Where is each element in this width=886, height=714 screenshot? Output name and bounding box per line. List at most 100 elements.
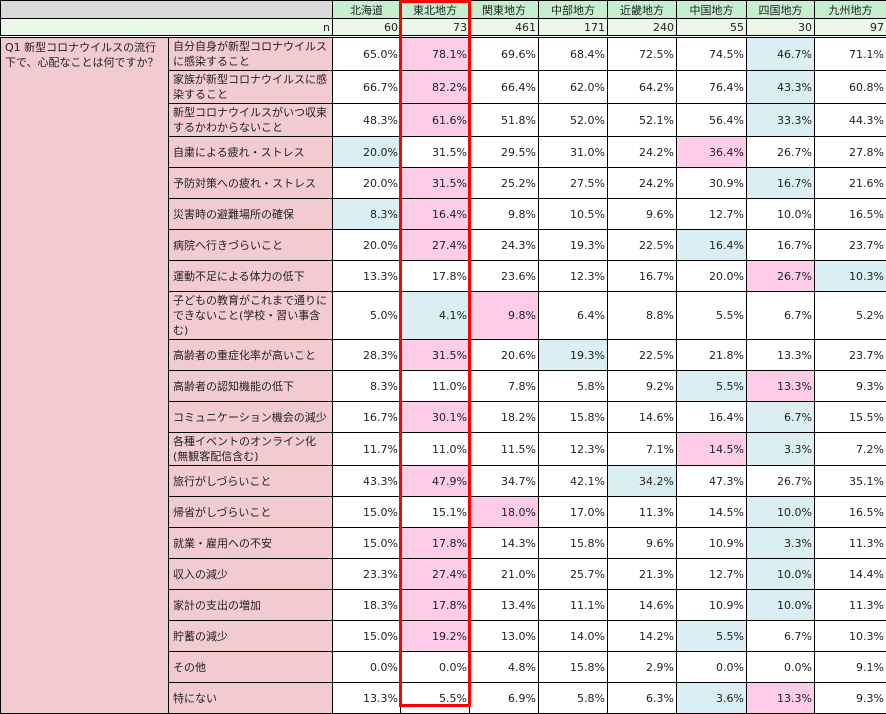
percentage-cell: 6.7% (747, 402, 815, 433)
sample-size: 30 (747, 19, 815, 37)
question-text: Q1 新型コロナウイルスの流行下で、心配なことは何ですか？ (1, 37, 169, 714)
percentage-cell: 12.7% (677, 199, 747, 230)
percentage-cell: 7.8% (470, 371, 539, 402)
percentage-cell: 22.5% (608, 340, 677, 371)
percentage-cell: 3.3% (747, 433, 815, 466)
percentage-cell: 9.2% (608, 371, 677, 402)
percentage-cell: 31.5% (401, 340, 470, 371)
percentage-cell: 27.5% (539, 168, 608, 199)
percentage-cell: 21.6% (815, 168, 886, 199)
percentage-cell: 13.4% (470, 590, 539, 621)
percentage-cell: 17.0% (539, 497, 608, 528)
answer-option-label: 病院へ行きづらいこと (169, 230, 333, 261)
answer-option-label: 高齢者の重症化率が高いこと (169, 340, 333, 371)
percentage-cell: 6.9% (470, 683, 539, 714)
percentage-cell: 9.8% (470, 292, 539, 340)
percentage-cell: 13.0% (470, 621, 539, 652)
percentage-cell: 7.1% (608, 433, 677, 466)
percentage-cell: 44.3% (815, 104, 886, 137)
percentage-cell: 23.6% (470, 261, 539, 292)
percentage-cell: 43.3% (333, 466, 401, 497)
percentage-cell: 21.3% (608, 559, 677, 590)
percentage-cell: 10.3% (815, 621, 886, 652)
percentage-cell: 43.3% (747, 71, 815, 104)
answer-option-label: 自分自身が新型コロナウイルスに感染すること (169, 37, 333, 71)
percentage-cell: 3.6% (677, 683, 747, 714)
percentage-cell: 5.5% (677, 292, 747, 340)
percentage-cell: 5.5% (677, 621, 747, 652)
percentage-cell: 19.3% (539, 230, 608, 261)
percentage-cell: 28.3% (333, 340, 401, 371)
percentage-cell: 15.0% (333, 528, 401, 559)
percentage-cell: 10.0% (747, 497, 815, 528)
percentage-cell: 16.4% (677, 402, 747, 433)
percentage-cell: 11.1% (539, 590, 608, 621)
percentage-cell: 11.0% (401, 433, 470, 466)
percentage-cell: 22.5% (608, 230, 677, 261)
percentage-cell: 62.0% (539, 71, 608, 104)
percentage-cell: 24.3% (470, 230, 539, 261)
percentage-cell: 27.8% (815, 137, 886, 168)
percentage-cell: 25.7% (539, 559, 608, 590)
percentage-cell: 13.3% (747, 683, 815, 714)
percentage-cell: 31.5% (401, 137, 470, 168)
region-header: 中部地方 (539, 1, 608, 19)
percentage-cell: 23.3% (333, 559, 401, 590)
percentage-cell: 5.5% (401, 683, 470, 714)
percentage-cell: 3.3% (747, 528, 815, 559)
percentage-cell: 13.3% (747, 371, 815, 402)
answer-option-label: 収入の減少 (169, 559, 333, 590)
percentage-cell: 17.8% (401, 261, 470, 292)
percentage-cell: 27.4% (401, 559, 470, 590)
percentage-cell: 21.8% (677, 340, 747, 371)
percentage-cell: 76.4% (677, 71, 747, 104)
percentage-cell: 9.6% (608, 528, 677, 559)
percentage-cell: 26.7% (747, 466, 815, 497)
percentage-cell: 17.8% (401, 590, 470, 621)
percentage-cell: 12.3% (539, 261, 608, 292)
sample-size: 461 (470, 19, 539, 37)
percentage-cell: 11.0% (401, 371, 470, 402)
percentage-cell: 27.4% (401, 230, 470, 261)
percentage-cell: 14.6% (608, 590, 677, 621)
percentage-cell: 24.2% (608, 168, 677, 199)
percentage-cell: 16.7% (747, 230, 815, 261)
percentage-cell: 52.1% (608, 104, 677, 137)
percentage-cell: 6.3% (608, 683, 677, 714)
percentage-cell: 6.4% (539, 292, 608, 340)
region-header: 中国地方 (677, 1, 747, 19)
percentage-cell: 15.8% (539, 528, 608, 559)
percentage-cell: 5.8% (539, 683, 608, 714)
percentage-cell: 13.3% (333, 261, 401, 292)
percentage-cell: 19.2% (401, 621, 470, 652)
answer-option-label: 旅行がしづらいこと (169, 466, 333, 497)
percentage-cell: 52.0% (539, 104, 608, 137)
sample-size: 97 (815, 19, 886, 37)
percentage-cell: 10.0% (747, 199, 815, 230)
percentage-cell: 15.8% (539, 402, 608, 433)
percentage-cell: 7.2% (815, 433, 886, 466)
percentage-cell: 65.0% (333, 37, 401, 71)
percentage-cell: 20.0% (677, 261, 747, 292)
percentage-cell: 9.8% (470, 199, 539, 230)
sample-size: 240 (608, 19, 677, 37)
percentage-cell: 11.3% (815, 590, 886, 621)
percentage-cell: 11.3% (608, 497, 677, 528)
percentage-cell: 78.1% (401, 37, 470, 71)
answer-option-label: 就業・雇用への不安 (169, 528, 333, 559)
percentage-cell: 69.6% (470, 37, 539, 71)
percentage-cell: 35.1% (815, 466, 886, 497)
answer-option-label: 災害時の避難場所の確保 (169, 199, 333, 230)
percentage-cell: 9.1% (815, 652, 886, 683)
percentage-cell: 68.4% (539, 37, 608, 71)
percentage-cell: 8.8% (608, 292, 677, 340)
percentage-cell: 14.0% (539, 621, 608, 652)
percentage-cell: 29.5% (470, 137, 539, 168)
percentage-cell: 26.7% (747, 261, 815, 292)
percentage-cell: 74.5% (677, 37, 747, 71)
percentage-cell: 16.5% (815, 199, 886, 230)
percentage-cell: 31.5% (401, 168, 470, 199)
region-header: 関東地方 (470, 1, 539, 19)
